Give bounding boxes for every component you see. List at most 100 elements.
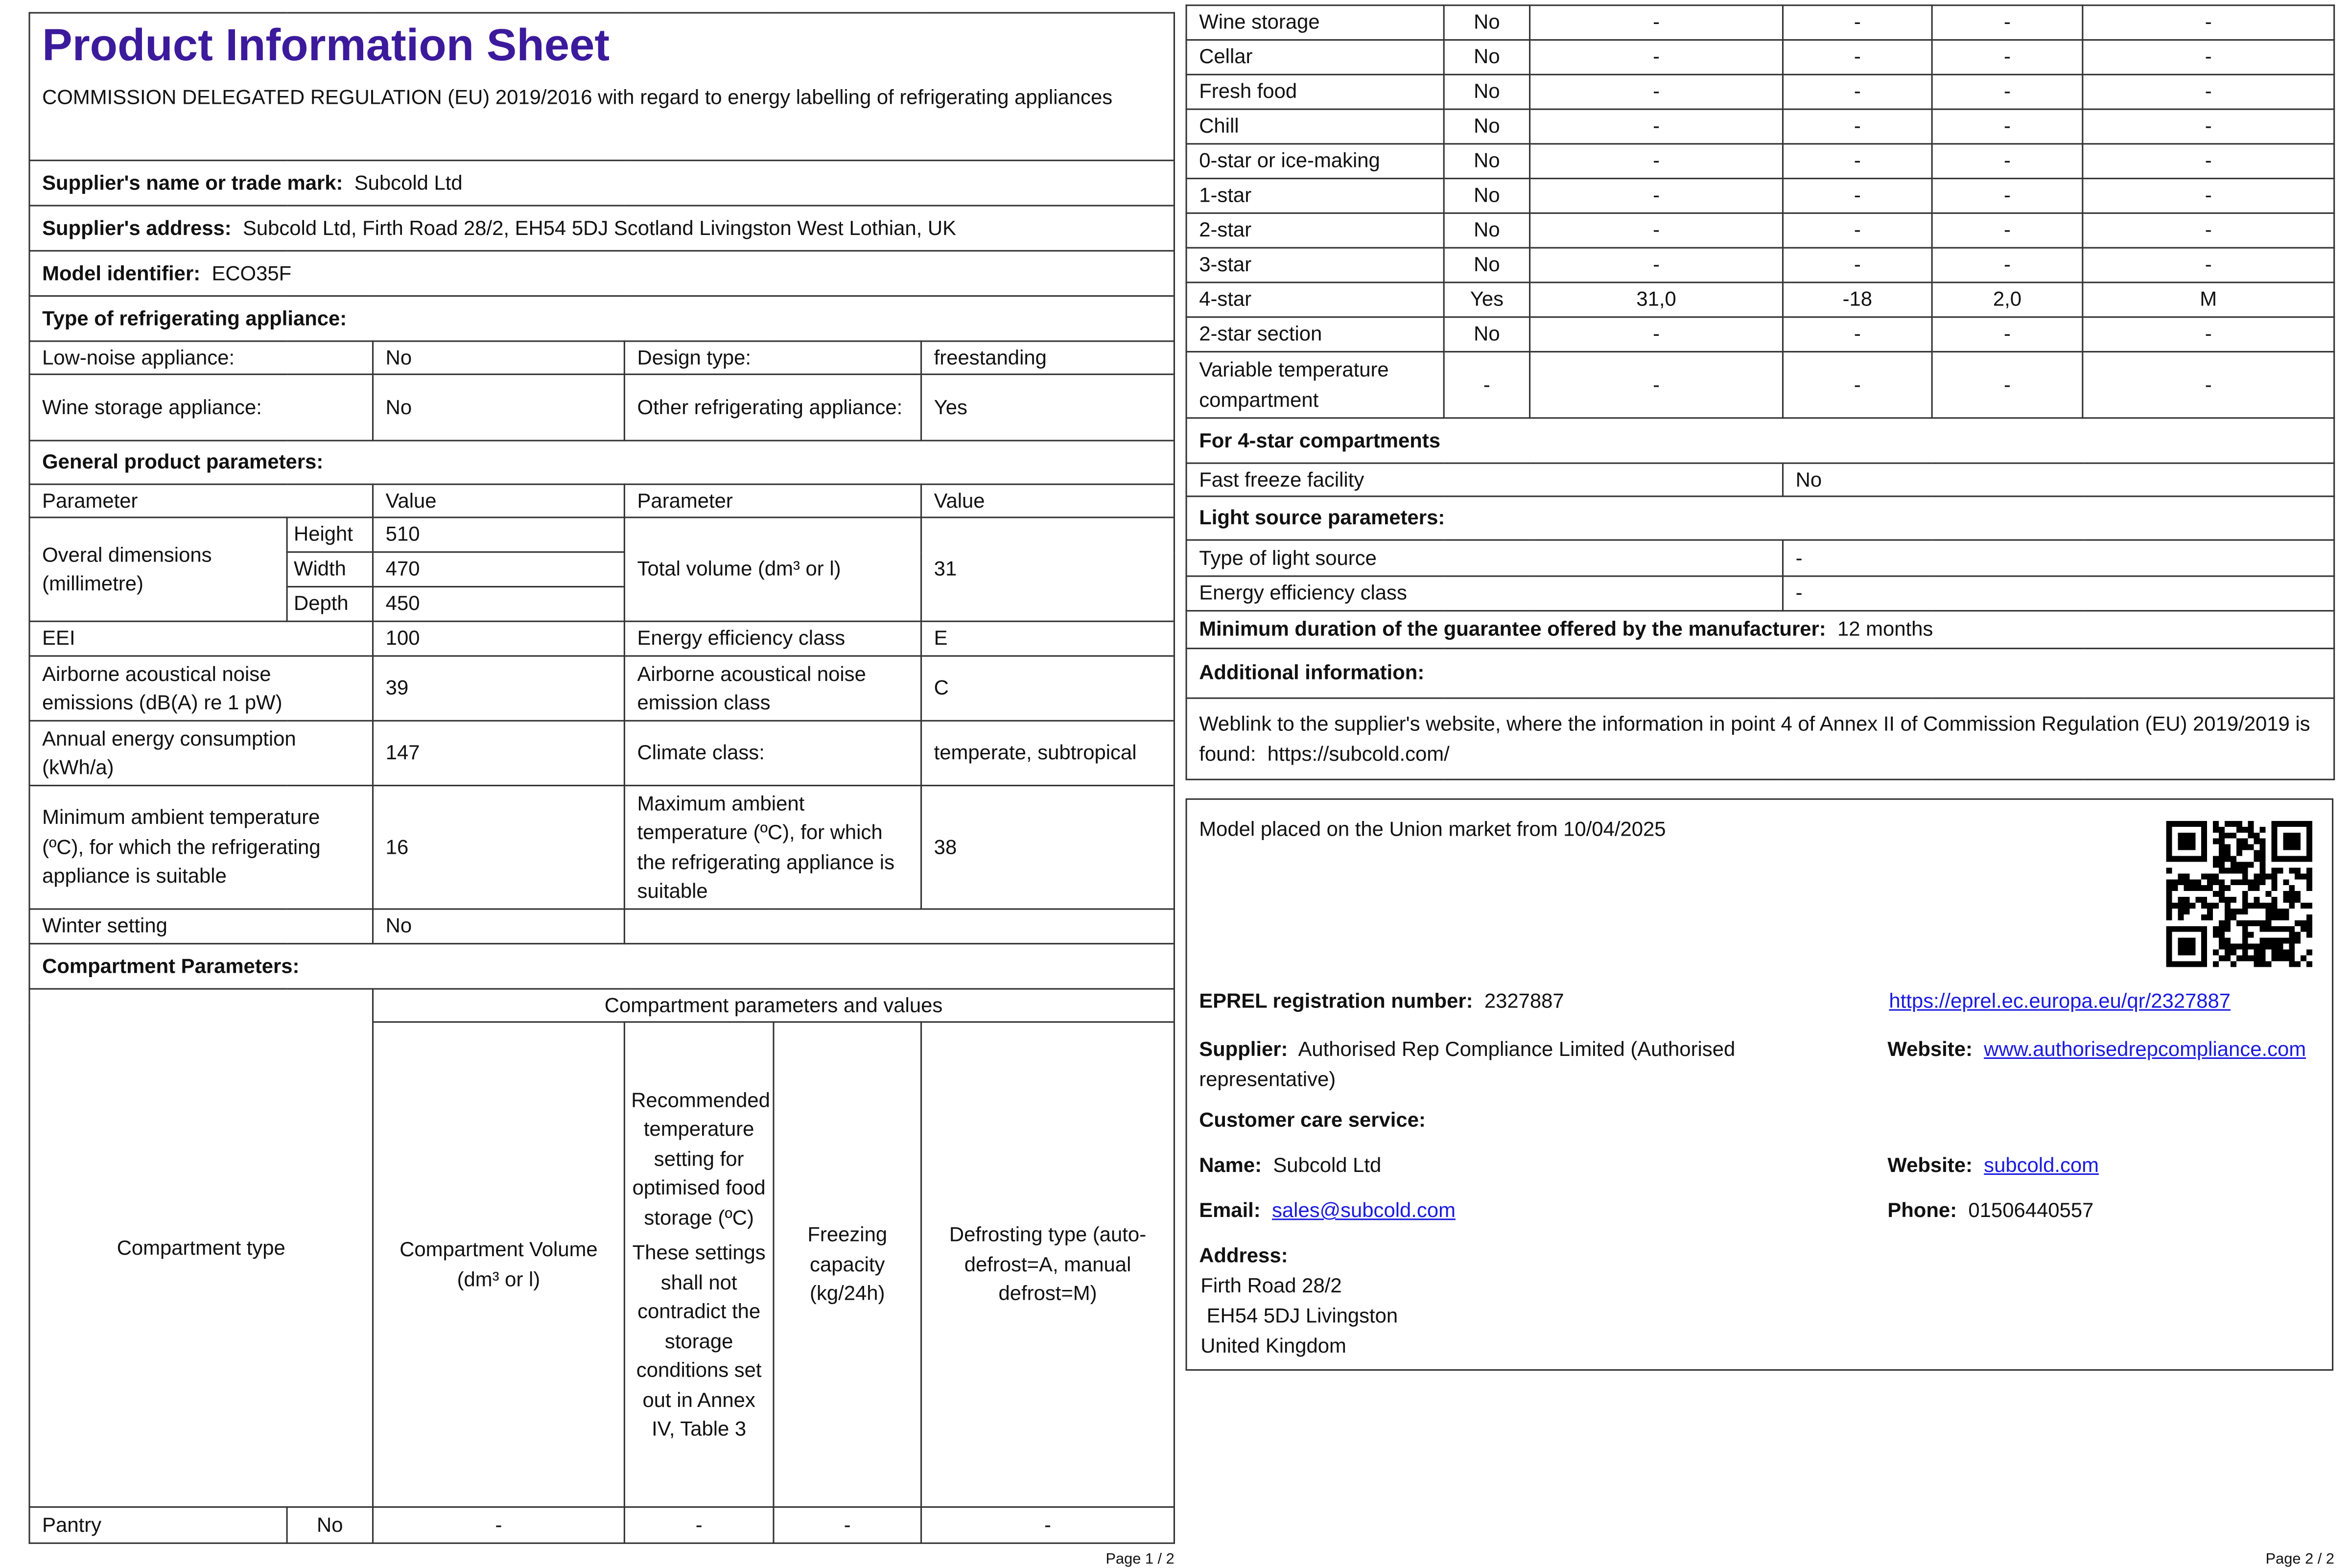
compartment-type: 3-star — [1185, 247, 1445, 283]
compartment-freezing: - — [1931, 351, 2084, 419]
compartment-volume: - — [1529, 39, 1784, 75]
compartment-present: No — [1443, 108, 1531, 145]
winter-setting-value: No — [372, 908, 625, 945]
compartment-present: No — [1443, 316, 1531, 352]
supplier-name-label: Supplier's name or trade mark: — [42, 171, 343, 194]
compartment-temp: - — [1782, 316, 1933, 352]
address-line-1: Firth Road 28/2 — [1200, 1274, 1342, 1297]
compartment-temp: -18 — [1782, 281, 1933, 318]
compartment-temp: - — [1782, 143, 1933, 180]
supplier-address: Subcold Ltd, Firth Road 28/2, EH54 5DJ S… — [242, 216, 956, 239]
compartment-defrost: - — [2082, 178, 2335, 214]
care-website-link[interactable]: subcold.com — [1984, 1153, 2099, 1177]
eprel-link[interactable]: https://eprel.ec.europa.eu/qr/2327887 — [1889, 989, 2231, 1012]
compartment-volume: - — [1529, 316, 1784, 352]
col-parameter: Parameter — [28, 483, 374, 518]
compartment-temp: - — [1782, 178, 1933, 214]
compartment-present: - — [1443, 351, 1531, 419]
model-identifier: ECO35F — [212, 261, 292, 284]
page-1-table: Product Information Sheet COMMISSION DEL… — [28, 12, 1175, 1544]
min-ambient-label: Minimum ambient temperature (ºC), for wh… — [28, 785, 374, 910]
fast-freeze-label: Fast freeze facility — [1185, 462, 1784, 497]
other-refrigerating-label: Other refrigerating appliance: — [623, 374, 922, 442]
compartment-volume: - — [1529, 212, 1784, 249]
compartment-heading: Compartment Parameters: — [28, 943, 1175, 990]
care-website-label: Website: — [1887, 1153, 1973, 1177]
compartment-temp: - — [623, 1506, 775, 1544]
eec-value: E — [920, 620, 1175, 657]
noise-value: 39 — [372, 655, 625, 722]
compartment-present: No — [1443, 39, 1531, 75]
climate-class-label: Climate class: — [623, 720, 922, 787]
compartment-type: 1-star — [1185, 178, 1445, 214]
compartment-volume: - — [1529, 247, 1784, 283]
guarantee-label: Minimum duration of the guarantee offere… — [1199, 618, 1826, 641]
compartment-freezing: - — [1931, 178, 2084, 214]
supplier-address-label: Supplier's address: — [42, 216, 232, 239]
light-type-value: - — [1782, 539, 2335, 577]
max-ambient-value: 38 — [920, 785, 1175, 910]
design-type-value: freestanding — [920, 340, 1175, 375]
compartment-defrost: - — [920, 1506, 1175, 1544]
depth-value: 450 — [372, 585, 625, 622]
compartment-row: 3-star No - - - - — [1185, 247, 2335, 283]
address-label: Address: — [1199, 1244, 1288, 1267]
address-line-2: EH54 5DJ Livingston — [1206, 1304, 1398, 1327]
qr-code-icon[interactable] — [2166, 820, 2313, 967]
page-2-table: Wine storage No - - - - Cellar No - - - - Fresh food… — [1185, 4, 2335, 780]
compartment-type: 2-star — [1185, 212, 1445, 249]
compartment-present: No — [286, 1506, 374, 1544]
low-noise-value: No — [372, 340, 625, 375]
compartment-type: Pantry — [28, 1506, 288, 1544]
compartment-freezing: - — [1931, 212, 2084, 249]
compartment-temp: - — [1782, 212, 1933, 249]
compartment-row: Chill No - - - - — [1185, 108, 2335, 145]
market-placement-text: Model placed on the Union market from 10… — [1199, 818, 1666, 841]
phone-label: Phone: — [1887, 1199, 1957, 1222]
regulation-text: COMMISSION DELEGATED REGULATION (EU) 201… — [42, 86, 1113, 109]
compartment-volume: - — [1529, 108, 1784, 145]
col-freezing-capacity: Freezing capacity (kg/24h) — [773, 1021, 922, 1508]
page-number-2: Page 2 / 2 — [2265, 1551, 2334, 1568]
dimensions-label: Overal dimensions (millimetre) — [28, 516, 288, 622]
compartment-defrost: - — [2082, 73, 2335, 110]
compartment-volume: - — [1529, 178, 1784, 214]
supplier-label: Supplier: — [1199, 1037, 1288, 1061]
compartment-row: 0-star or ice-making No - - - - — [1185, 143, 2335, 180]
compartment-volume: - — [1529, 4, 1784, 41]
volume-label: Total volume (dm³ or l) — [623, 516, 922, 622]
compartment-defrost: M — [2082, 281, 2335, 318]
compartment-row: 2-star No - - - - — [1185, 212, 2335, 249]
compartment-row: Variable temperature compartment - - - - - — [1185, 351, 2335, 419]
compartment-freezing: - — [1931, 4, 2084, 41]
compartment-present: No — [1443, 143, 1531, 180]
compartment-freezing: - — [1931, 73, 2084, 110]
compartment-volume: - — [372, 1506, 625, 1544]
noise-class-label: Airborne acoustical noise emission class — [623, 655, 922, 722]
supplier-address-row: Supplier's address: Subcold Ltd, Firth R… — [28, 205, 1175, 252]
compartment-type: Chill — [1185, 108, 1445, 145]
compartment-present: No — [1443, 73, 1531, 110]
weblink[interactable]: https://subcold.com/ — [1267, 742, 1450, 765]
wine-storage-value: No — [372, 374, 625, 442]
other-refrigerating-value: Yes — [920, 374, 1175, 442]
supplier-value: Authorised Rep Compliance Limited (Autho… — [1199, 1037, 1736, 1091]
compartment-freezing: - — [1931, 108, 2084, 145]
care-name: Subcold Ltd — [1273, 1153, 1382, 1177]
four-star-heading: For 4-star compartments — [1185, 417, 2335, 464]
compartment-defrost: - — [2082, 39, 2335, 75]
general-heading: General product parameters: — [28, 440, 1175, 485]
email-link[interactable]: sales@subcold.com — [1272, 1199, 1456, 1222]
width-value: 470 — [372, 551, 625, 587]
compartment-type: 0-star or ice-making — [1185, 143, 1445, 180]
compartment-group-header: Compartment parameters and values — [372, 988, 1175, 1023]
website-label: Website: — [1887, 1037, 1973, 1061]
col-value: Value — [372, 483, 625, 518]
compartment-type: 2-star section — [1185, 316, 1445, 352]
website-link[interactable]: www.authorisedrepcompliance.com — [1984, 1037, 2306, 1061]
compartment-freezing: - — [1931, 39, 2084, 75]
annual-energy-value: 147 — [372, 720, 625, 787]
compartment-temp: - — [1782, 73, 1933, 110]
light-type-label: Type of light source — [1185, 539, 1784, 577]
compartment-volume: 31,0 — [1529, 281, 1784, 318]
